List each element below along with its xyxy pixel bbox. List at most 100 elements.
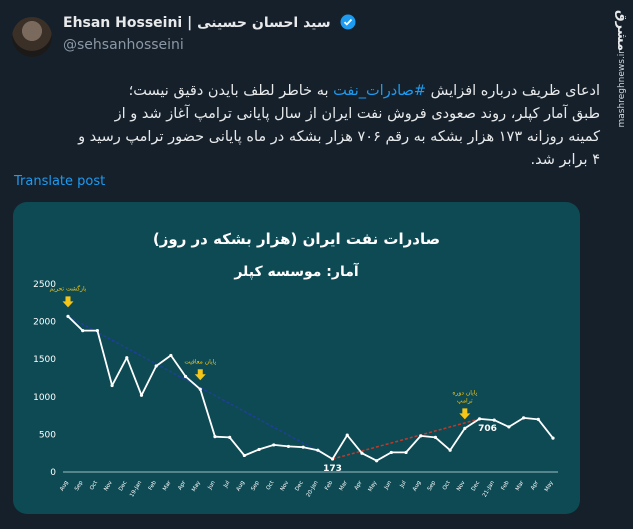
data-point <box>419 434 423 438</box>
x-tick-label: Jun <box>207 480 217 492</box>
x-tick-label: Oct <box>266 479 276 491</box>
data-point <box>492 418 496 422</box>
data-point <box>316 448 320 452</box>
data-point <box>522 416 526 420</box>
avatar[interactable] <box>12 17 52 57</box>
annotation-label: پایان دوره <box>452 389 477 396</box>
trend-line <box>67 315 333 460</box>
x-tick-label: Sep <box>250 480 261 492</box>
author-handle[interactable]: @sehsanhosseini <box>63 37 184 53</box>
x-tick-label: Dec <box>471 480 482 492</box>
y-tick-label: 0 <box>50 468 56 478</box>
series-line <box>67 315 554 462</box>
x-tick-label: Nov <box>103 479 114 492</box>
tweet-line-2: طبق آمار کپلر، روند صعودی فروش نفت ایران… <box>114 106 600 122</box>
x-tick-label: Mar <box>162 479 173 492</box>
annotation-label: بازگشت تحریم <box>50 284 87 292</box>
x-tick-label: Mar <box>515 479 526 492</box>
x-tick-label: Jul <box>222 480 231 490</box>
data-point <box>66 314 70 318</box>
data-point <box>404 450 408 455</box>
annotation-label: ترامپ <box>457 397 473 404</box>
data-point <box>286 444 291 449</box>
x-tick-label: Aug <box>236 480 247 492</box>
data-point <box>228 435 232 440</box>
watermark: مشرق mashreghnews.ir <box>601 8 631 158</box>
x-tick-label: Feb <box>324 480 334 492</box>
x-tick-label: Aug <box>412 480 423 492</box>
x-tick-label: Sep <box>74 480 85 492</box>
data-point <box>139 393 144 397</box>
data-point <box>213 435 217 439</box>
data-point <box>242 453 246 458</box>
data-point <box>272 443 276 447</box>
data-point <box>81 329 85 333</box>
y-tick-label: 2000 <box>33 318 56 328</box>
x-tick-label: Aug <box>59 480 70 492</box>
data-point <box>345 433 349 437</box>
chart-title: صادرات نفت ایران (هزار بشکه در روز) <box>152 230 441 248</box>
data-point <box>389 450 393 455</box>
annotation-arrow-icon <box>194 369 206 381</box>
tweet-line-3: کمینه روزانه ۱۷۳ هزار بشکه به رقم ۷۰۶ هز… <box>78 129 600 145</box>
x-tick-label: Oct <box>89 479 99 491</box>
tweet-line-1: ادعای ظریف درباره افزایش #صادرات_نفت به … <box>14 80 600 103</box>
data-point <box>154 364 158 368</box>
tweet-line-1-pre: ادعای ظریف درباره افزایش <box>426 83 600 99</box>
y-tick-label: 1000 <box>33 393 56 403</box>
x-tick-label: Nov <box>456 479 467 492</box>
x-tick-label: Dec <box>118 480 129 492</box>
x-tick-label: May <box>544 479 555 492</box>
trend-line <box>332 418 480 460</box>
chart-image[interactable]: صادرات نفت ایران (هزار بشکه در روز) آمار… <box>13 202 580 514</box>
annotation-label: پایان معافیت <box>184 358 216 365</box>
data-point <box>125 356 129 360</box>
author-display-name[interactable]: Ehsan Hosseini | سید احسان حسینی <box>63 15 331 31</box>
verified-badge-icon <box>340 14 356 34</box>
data-label: 173 <box>323 464 342 474</box>
tweet-text: ادعای ظریف درباره افزایش #صادرات_نفت به … <box>14 80 600 172</box>
data-label: 706 <box>478 424 497 434</box>
watermark-site: mashreghnews.ir <box>617 50 627 128</box>
x-tick-label: Feb <box>501 480 511 492</box>
author-name[interactable]: Ehsan Hosseini | سید احسان حسینی <box>63 14 356 34</box>
data-point <box>257 447 261 452</box>
data-point <box>301 445 305 449</box>
translate-post-link[interactable]: Translate post <box>14 174 106 189</box>
x-tick-label: 19-Jan <box>129 480 143 499</box>
data-point <box>507 425 511 429</box>
x-tick-label: Apr <box>530 479 540 491</box>
data-point <box>198 387 202 391</box>
x-tick-label: Mar <box>339 479 350 492</box>
hashtag-link[interactable]: #صادرات_نفت <box>333 83 427 99</box>
y-tick-label: 500 <box>39 430 56 440</box>
x-tick-label: Jun <box>383 480 393 492</box>
x-tick-label: 20-Jan <box>305 480 319 499</box>
annotation-arrow-icon <box>459 408 471 420</box>
chart-subtitle: آمار: موسسه کپلر <box>234 264 359 280</box>
tweet-line-4: ۴ برابر شد. <box>530 152 601 168</box>
x-tick-label: 21-Jan <box>482 480 496 499</box>
data-point <box>536 417 540 421</box>
x-tick-label: Nov <box>280 479 291 492</box>
data-point <box>330 457 335 461</box>
y-tick-label: 2500 <box>33 280 56 290</box>
x-tick-label: Jul <box>399 480 408 490</box>
data-point <box>463 426 467 430</box>
data-point <box>375 459 379 463</box>
watermark-logo: مشرق <box>614 10 629 51</box>
data-point <box>110 383 114 388</box>
data-point <box>95 329 99 333</box>
y-tick-label: 1500 <box>33 355 56 365</box>
annotation-arrow-icon <box>62 296 74 308</box>
data-point <box>360 451 364 455</box>
tweet-line-1-post: به خاطر لطف بایدن دقیق نیست؛ <box>128 83 334 99</box>
data-point <box>433 435 438 440</box>
data-point <box>448 448 452 452</box>
x-tick-label: Sep <box>427 480 438 492</box>
x-tick-label: Feb <box>148 480 158 492</box>
data-point <box>551 436 555 440</box>
data-point <box>169 353 173 358</box>
